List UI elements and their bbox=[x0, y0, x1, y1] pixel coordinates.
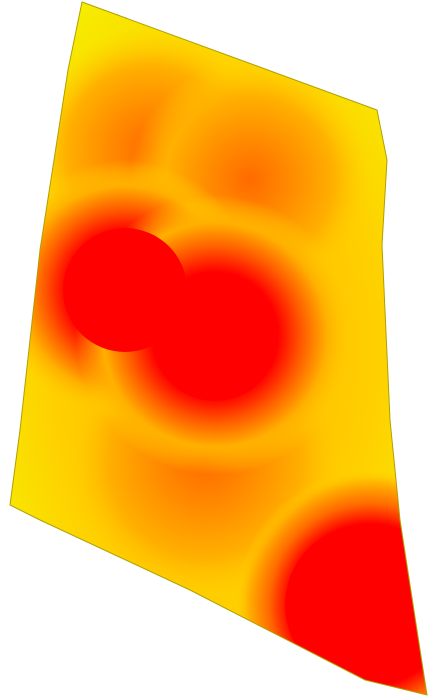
hot-core bbox=[285, 525, 427, 685]
hot-core bbox=[152, 275, 278, 401]
region-outline bbox=[9, 1, 428, 696]
